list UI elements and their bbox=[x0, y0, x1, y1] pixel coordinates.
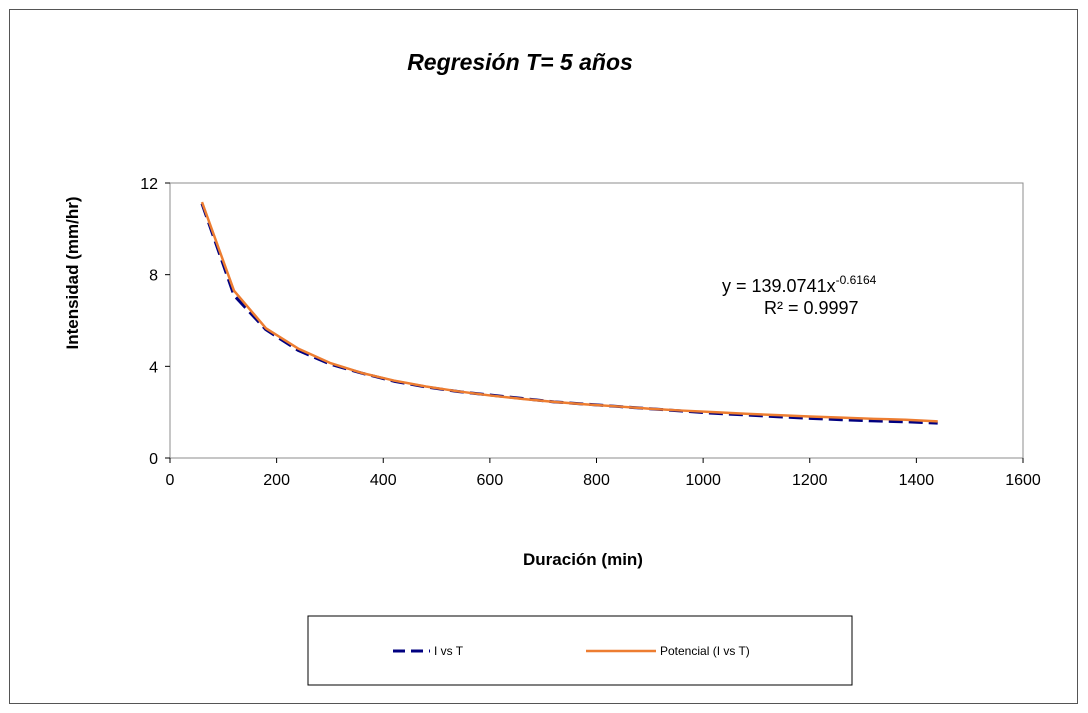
x-tick-label: 600 bbox=[477, 472, 504, 489]
series-line-potencial bbox=[200, 201, 938, 423]
x-tick-label: 1200 bbox=[792, 472, 828, 489]
trendline-equation-exponent: -0.6164 bbox=[836, 273, 877, 287]
trendline-equation-base: y = 139.0741x bbox=[722, 276, 836, 296]
x-tick-label: 0 bbox=[166, 472, 175, 489]
r-squared-label: R² = 0.9997 bbox=[764, 298, 859, 318]
x-tick-label: 400 bbox=[370, 472, 397, 489]
legend-label-series-1: I vs T bbox=[434, 644, 464, 658]
x-tick-label: 800 bbox=[583, 472, 610, 489]
y-tick-label: 8 bbox=[149, 268, 158, 285]
chart-svg: Regresión T= 5 años 0 200 400 600 800 1000 120… bbox=[63, 49, 1041, 686]
chart-frame: Regresión T= 5 años 0 200 400 600 800 1000 120… bbox=[9, 9, 1078, 704]
trendline-equation: y = 139.0741x-0.6164 bbox=[722, 273, 877, 296]
y-axis-title: Intensidad (mm/hr) bbox=[63, 196, 82, 349]
plot-area bbox=[169, 182, 1024, 459]
x-tick-label: 1000 bbox=[685, 472, 721, 489]
x-axis-ticks: 0 200 400 600 800 1000 1200 1400 1600 bbox=[166, 458, 1041, 489]
y-tick-label: 12 bbox=[140, 176, 158, 193]
y-tick-label: 0 bbox=[149, 451, 158, 468]
chart-title: Regresión T= 5 años bbox=[407, 49, 633, 75]
x-axis-title: Duración (min) bbox=[523, 550, 643, 569]
legend-label-series-2: Potencial (I vs T) bbox=[660, 644, 750, 658]
legend-box bbox=[307, 615, 853, 686]
y-axis-ticks: 0 4 8 12 bbox=[140, 176, 170, 468]
x-tick-label: 1600 bbox=[1005, 472, 1041, 489]
x-tick-label: 1400 bbox=[899, 472, 935, 489]
series-layer bbox=[200, 201, 938, 425]
y-tick-label: 4 bbox=[149, 359, 158, 376]
x-tick-label: 200 bbox=[263, 472, 290, 489]
